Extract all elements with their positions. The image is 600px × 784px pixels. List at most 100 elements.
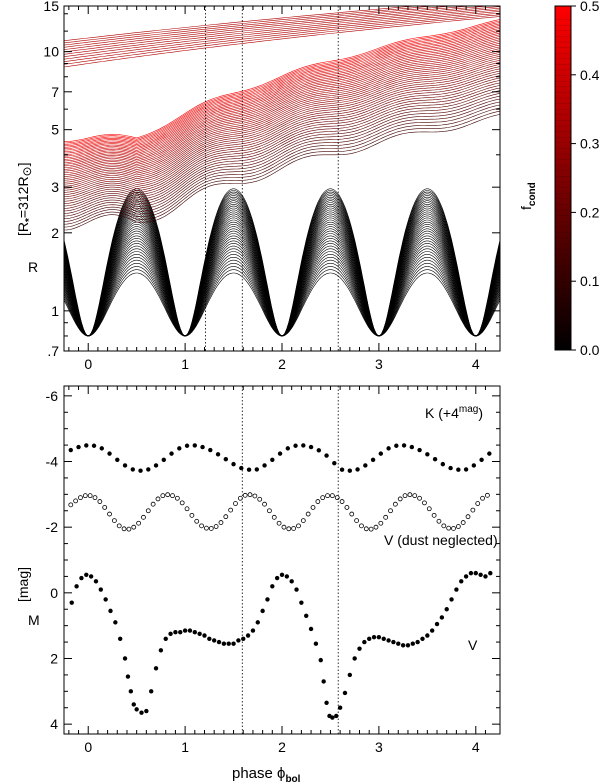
top-x-tick-label: 2 — [278, 356, 286, 372]
filled-point-series-0 — [84, 443, 89, 448]
bottom-x-tick-label: 1 — [181, 739, 189, 755]
filled-point-series-2 — [207, 636, 212, 641]
open-point-series-1 — [470, 507, 476, 513]
filled-point-series-2 — [168, 631, 173, 637]
filled-point-series-2 — [324, 700, 329, 706]
filled-point-series-2 — [128, 689, 134, 694]
filled-point-series-2 — [221, 641, 227, 646]
top-y-tick-label: 5 — [51, 122, 59, 138]
top-y-axis-unit: [R*=312R⊙] — [15, 162, 35, 236]
filled-point-series-2 — [158, 648, 164, 653]
open-point-series-1 — [208, 526, 214, 531]
outer-shell-curve — [64, 50, 500, 172]
filled-point-series-2 — [173, 630, 178, 635]
outer-shell-curve — [64, 39, 500, 162]
open-point-series-1 — [455, 524, 461, 529]
open-point-series-1 — [179, 500, 185, 506]
open-point-series-1 — [300, 518, 306, 524]
top-shell-curve — [64, 6, 419, 41]
filled-point-series-0 — [487, 451, 492, 456]
open-point-series-1 — [383, 514, 389, 520]
filled-point-series-0 — [363, 463, 368, 468]
outer-shell-curve — [64, 55, 500, 177]
open-point-series-1 — [422, 500, 427, 506]
filled-point-series-2 — [376, 634, 382, 640]
top-x-tick-label: 1 — [181, 356, 189, 372]
filled-point-series-0 — [347, 468, 353, 473]
bottom-y-axis-label: M — [28, 612, 40, 628]
open-point-series-1 — [339, 499, 345, 504]
open-point-series-1 — [160, 493, 166, 499]
filled-point-series-2 — [473, 570, 478, 576]
open-point-series-1 — [392, 501, 398, 507]
bottom-y-tick-label: 2 — [50, 650, 58, 666]
filled-point-series-2 — [202, 633, 207, 638]
filled-point-series-2 — [149, 689, 154, 694]
top-y-tick-label: 10 — [43, 44, 59, 60]
top-x-tick-label: 4 — [472, 356, 480, 372]
filled-point-series-2 — [299, 600, 304, 605]
filled-point-series-0 — [324, 453, 329, 458]
open-point-series-1 — [247, 492, 253, 498]
bottom-x-axis-label: phase ϕbol — [232, 765, 301, 784]
filled-point-series-0 — [277, 451, 283, 456]
filled-point-series-2 — [420, 636, 425, 641]
outer-shell-curve — [64, 66, 500, 187]
open-point-series-1 — [441, 523, 447, 529]
outer-shell-curve — [64, 73, 500, 193]
filled-point-series-2 — [463, 574, 469, 579]
filled-point-series-2 — [308, 626, 314, 632]
open-point-series-1 — [194, 518, 200, 524]
open-point-series-1 — [349, 511, 355, 517]
filled-point-series-0 — [215, 452, 221, 457]
open-point-series-1 — [145, 508, 151, 514]
outer-shell-curve — [64, 57, 500, 179]
top-x-tick-label: 3 — [375, 356, 383, 372]
open-point-series-1 — [315, 499, 321, 504]
filled-point-series-2 — [236, 638, 241, 643]
filled-point-series-2 — [211, 638, 217, 643]
top-shell-curve — [64, 6, 500, 53]
top-y-axis-label: R — [28, 259, 38, 275]
outer-shell-curve — [64, 42, 500, 165]
filled-point-series-2 — [415, 639, 420, 645]
outer-shell-curve — [64, 23, 500, 147]
outer-shell-curve — [64, 93, 500, 212]
filled-point-series-2 — [197, 631, 202, 637]
filled-point-series-0 — [370, 457, 376, 463]
filled-point-series-0 — [425, 452, 430, 457]
top-y-tick-label: 3 — [51, 179, 59, 195]
open-point-series-1 — [242, 492, 248, 498]
open-point-series-1 — [451, 526, 456, 531]
open-point-series-1 — [412, 493, 418, 499]
top-x-tick-label: 0 — [84, 356, 92, 372]
top-shell-curve — [64, 6, 492, 50]
colorbar-tick-label: 0.3 — [580, 136, 600, 152]
filled-point-series-2 — [284, 574, 290, 579]
filled-point-series-0 — [262, 463, 267, 468]
top-y-tick-label: 2 — [51, 225, 59, 241]
filled-point-series-0 — [146, 467, 151, 472]
filled-point-series-0 — [223, 457, 229, 462]
inner-shell-curve — [64, 251, 500, 337]
filled-point-series-2 — [478, 572, 483, 577]
filled-point-series-2 — [396, 641, 401, 646]
filled-point-series-0 — [239, 465, 244, 471]
filled-point-series-2 — [108, 608, 113, 614]
open-point-series-1 — [102, 505, 108, 510]
open-point-series-1 — [475, 501, 481, 506]
top-shell-curve — [64, 12, 500, 62]
filled-point-series-0 — [192, 443, 197, 448]
outer-shell-curve — [64, 41, 500, 163]
bottom-y-tick-label: -2 — [46, 519, 59, 535]
filled-point-series-0 — [432, 457, 438, 462]
open-point-series-1 — [107, 511, 112, 517]
open-point-series-1 — [267, 508, 272, 514]
outer-shell-curve — [64, 64, 500, 185]
filled-point-series-2 — [163, 636, 168, 641]
colorbar-tick-label: 0.1 — [580, 273, 600, 289]
open-point-series-1 — [97, 499, 103, 504]
filled-point-series-0 — [339, 467, 345, 472]
inner-shell-curve — [64, 193, 500, 336]
filled-point-series-2 — [410, 641, 415, 646]
